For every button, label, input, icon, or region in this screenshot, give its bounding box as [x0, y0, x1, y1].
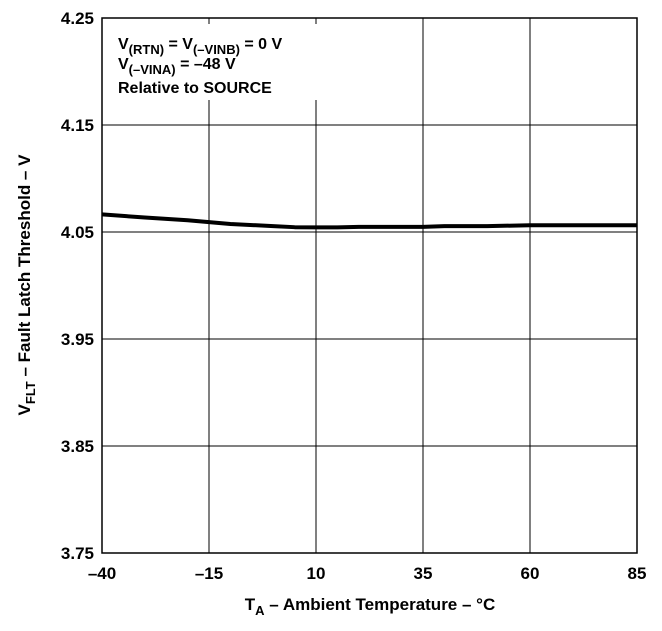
- y-tick-label: 3.95: [61, 330, 94, 349]
- x-axis-label: TA – Ambient Temperature – °C: [245, 595, 495, 618]
- y-tick-label: 4.05: [61, 223, 94, 242]
- x-axis-label-rest: – Ambient Temperature – °C: [265, 595, 496, 614]
- y-tick-labels: 3.75 3.85 3.95 4.05 4.15 4.25: [61, 9, 94, 563]
- x-axis-label-sub: A: [255, 603, 265, 618]
- y-tick-label: 4.15: [61, 116, 94, 135]
- series-line-0: [101, 212, 637, 230]
- annotation-line-3: Relative to SOURCE: [118, 80, 272, 97]
- series-group: [101, 212, 637, 230]
- y-axis-label-main: V: [15, 403, 34, 415]
- y-tick-label: 3.85: [61, 437, 94, 456]
- annotation-line-1-rest: = 0 V: [240, 36, 283, 53]
- annotation-line-1-sub: (RTN): [129, 42, 164, 57]
- x-tick-label: –15: [195, 564, 223, 583]
- annotation-box: V(RTN) = V(–VINB) = 0 V V(–VINA) = –48 V…: [106, 24, 328, 100]
- x-tick-label: –40: [88, 564, 116, 583]
- x-tick-label: 60: [521, 564, 540, 583]
- x-axis-label-main: T: [245, 595, 256, 614]
- annotation-line-2-sub: (–VINA): [129, 62, 176, 77]
- annotation-line-2: V(–VINA) = –48 V: [118, 56, 236, 77]
- x-tick-label: 10: [307, 564, 326, 583]
- annotation-line-1-mid: = V: [164, 36, 193, 53]
- x-tick-labels: –40 –15 10 35 60 85: [88, 564, 647, 583]
- annotation-line-2-rest: = –48 V: [176, 56, 236, 73]
- x-tick-label: 35: [414, 564, 433, 583]
- annotation-line-1-sub2: (–VINB): [193, 42, 240, 57]
- plot-area: [102, 18, 637, 553]
- annotation-line-1-main: V: [118, 36, 129, 53]
- y-axis-label-sub: FLT: [23, 381, 38, 404]
- grid: [101, 17, 638, 554]
- x-tick-label: 85: [628, 564, 647, 583]
- annotation-background: [106, 24, 328, 100]
- annotation-line-2-main: V: [118, 56, 129, 73]
- y-tick-label: 3.75: [61, 544, 94, 563]
- y-tick-label: 4.25: [61, 9, 94, 28]
- annotation-line-1: V(RTN) = V(–VINB) = 0 V: [118, 36, 283, 57]
- plot-frame: [101, 17, 638, 554]
- y-axis-label: VFLT – Fault Latch Threshold – V: [15, 154, 38, 416]
- y-axis-label-rest: – Fault Latch Threshold – V: [15, 154, 34, 381]
